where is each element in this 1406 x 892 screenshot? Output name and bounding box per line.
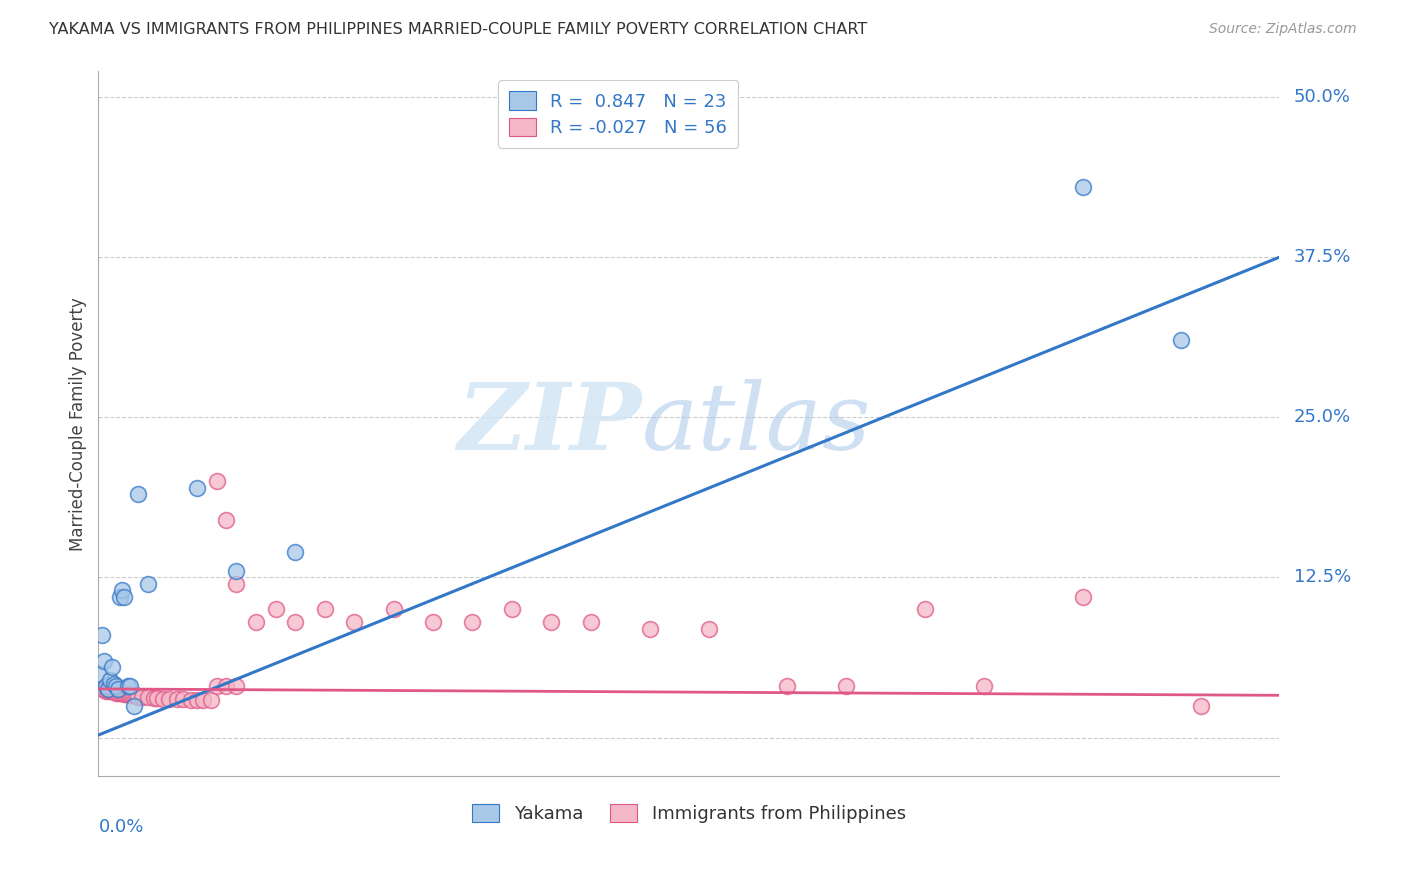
Text: 12.5%: 12.5% (1294, 568, 1351, 586)
Point (157, 692, 180, 706)
Point (96, 684, 118, 698)
Point (186, 481, 208, 495)
Point (122, 698, 145, 713)
Point (127, 690, 149, 704)
Point (284, 615, 307, 630)
Point (264, 602, 287, 616)
Point (215, 513, 238, 527)
Point (89, 666, 111, 681)
Y-axis label: Married-Couple Family Poverty: Married-Couple Family Poverty (69, 297, 87, 550)
Point (115, 687, 138, 701)
Point (314, 602, 336, 616)
Point (91, 681, 114, 696)
Legend: Yakama, Immigrants from Philippines: Yakama, Immigrants from Philippines (465, 797, 912, 830)
Point (1071, 179, 1094, 194)
Point (103, 684, 125, 698)
Point (205, 679, 228, 693)
Point (136, 690, 159, 704)
Point (98, 673, 121, 687)
Point (1071, 590, 1094, 604)
Text: YAKAMA VS IMMIGRANTS FROM PHILIPPINES MARRIED-COUPLE FAMILY POVERTY CORRELATION : YAKAMA VS IMMIGRANTS FROM PHILIPPINES MA… (49, 22, 868, 37)
Point (117, 679, 139, 693)
Point (180, 693, 202, 707)
Point (142, 690, 165, 705)
Point (166, 692, 188, 706)
Point (579, 615, 602, 630)
Point (152, 692, 174, 706)
Point (1189, 698, 1212, 713)
Point (697, 622, 720, 636)
Point (343, 615, 366, 630)
Point (284, 545, 307, 559)
Point (776, 679, 799, 693)
Point (118, 689, 141, 703)
Point (225, 577, 247, 591)
Text: Source: ZipAtlas.com: Source: ZipAtlas.com (1209, 22, 1357, 37)
Point (118, 679, 141, 693)
Point (131, 690, 153, 704)
Point (112, 687, 135, 701)
Point (146, 690, 169, 705)
Point (111, 686, 134, 700)
Point (91, 628, 114, 642)
Point (835, 679, 858, 693)
Point (107, 686, 129, 700)
Point (101, 660, 124, 674)
Point (101, 684, 124, 698)
Point (117, 687, 139, 701)
Point (122, 689, 145, 703)
Text: 25.0%: 25.0% (1294, 409, 1351, 426)
Text: 0.0%: 0.0% (98, 818, 143, 837)
Point (111, 583, 134, 598)
Text: 50.0%: 50.0% (1294, 88, 1351, 106)
Point (125, 689, 148, 703)
Point (215, 679, 238, 693)
Text: 37.5%: 37.5% (1294, 248, 1351, 266)
Point (186, 693, 208, 707)
Point (1170, 334, 1192, 348)
Point (501, 602, 523, 616)
Point (127, 487, 149, 501)
Point (93, 681, 115, 696)
Point (191, 693, 214, 707)
Point (205, 475, 228, 489)
Point (461, 615, 484, 630)
Point (112, 590, 135, 604)
Point (382, 602, 405, 616)
Point (973, 679, 995, 693)
Point (121, 689, 143, 703)
Point (540, 615, 562, 630)
Point (914, 602, 936, 616)
Point (96, 679, 118, 693)
Point (200, 693, 222, 707)
Point (225, 679, 247, 693)
Text: ZIP: ZIP (457, 379, 641, 468)
Text: atlas: atlas (641, 379, 872, 468)
Point (136, 577, 159, 591)
Point (108, 590, 131, 604)
Point (103, 677, 125, 691)
Point (172, 692, 194, 706)
Point (422, 615, 444, 630)
Point (107, 681, 129, 696)
Point (98, 684, 121, 698)
Point (225, 564, 247, 578)
Point (245, 615, 267, 630)
Point (105, 686, 128, 700)
Point (105, 679, 128, 693)
Point (97, 681, 120, 696)
Point (108, 686, 131, 700)
Point (93, 654, 115, 668)
Point (97, 684, 120, 698)
Point (638, 622, 661, 636)
